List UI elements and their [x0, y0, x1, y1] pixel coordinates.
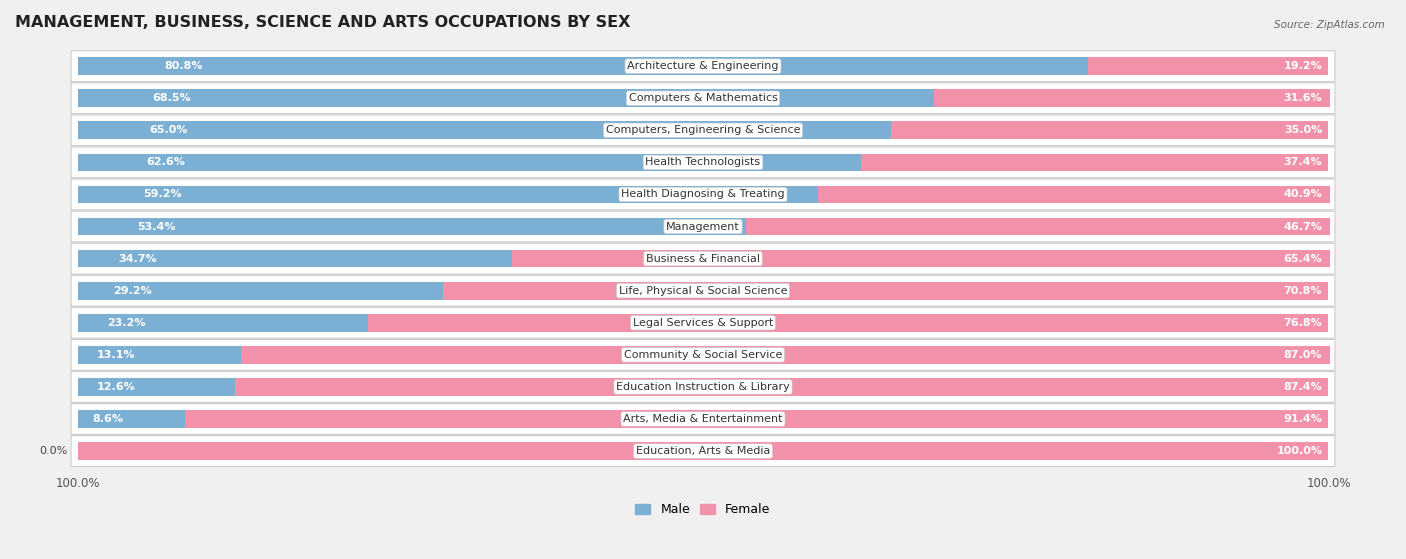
Text: 37.4%: 37.4% [1284, 158, 1322, 167]
Bar [235, 378, 1329, 396]
FancyBboxPatch shape [72, 372, 1334, 402]
Bar [860, 154, 1329, 171]
Text: 19.2%: 19.2% [1284, 61, 1322, 71]
Bar [77, 410, 186, 428]
Text: 13.1%: 13.1% [97, 350, 135, 360]
Bar [186, 410, 1329, 428]
Text: Life, Physical & Social Science: Life, Physical & Social Science [619, 286, 787, 296]
Text: Legal Services & Support: Legal Services & Support [633, 318, 773, 328]
FancyBboxPatch shape [72, 275, 1334, 306]
Bar [77, 282, 443, 300]
Text: 59.2%: 59.2% [143, 190, 181, 200]
Bar [77, 58, 1088, 75]
Text: 87.4%: 87.4% [1284, 382, 1322, 392]
Text: 40.9%: 40.9% [1284, 190, 1322, 200]
Text: Source: ZipAtlas.com: Source: ZipAtlas.com [1274, 20, 1385, 30]
Bar [77, 217, 745, 235]
Text: Computers, Engineering & Science: Computers, Engineering & Science [606, 125, 800, 135]
Text: 65.0%: 65.0% [149, 125, 187, 135]
Bar [935, 89, 1330, 107]
FancyBboxPatch shape [72, 147, 1334, 178]
Text: 65.4%: 65.4% [1284, 254, 1322, 264]
Bar [818, 186, 1330, 203]
Text: 91.4%: 91.4% [1284, 414, 1322, 424]
Bar [77, 442, 1329, 460]
FancyBboxPatch shape [72, 211, 1334, 242]
Bar [745, 217, 1330, 235]
Bar [242, 346, 1330, 364]
Text: MANAGEMENT, BUSINESS, SCIENCE AND ARTS OCCUPATIONS BY SEX: MANAGEMENT, BUSINESS, SCIENCE AND ARTS O… [15, 15, 630, 30]
Bar [77, 121, 890, 139]
Bar [77, 186, 818, 203]
Bar [77, 154, 860, 171]
FancyBboxPatch shape [72, 243, 1334, 274]
Text: 87.0%: 87.0% [1284, 350, 1322, 360]
Text: Business & Financial: Business & Financial [645, 254, 761, 264]
Text: Education, Arts & Media: Education, Arts & Media [636, 446, 770, 456]
Text: 35.0%: 35.0% [1284, 125, 1322, 135]
Legend: Male, Female: Male, Female [630, 499, 776, 522]
FancyBboxPatch shape [72, 115, 1334, 146]
Text: 8.6%: 8.6% [93, 414, 124, 424]
Text: Computers & Mathematics: Computers & Mathematics [628, 93, 778, 103]
Text: Community & Social Service: Community & Social Service [624, 350, 782, 360]
Text: 12.6%: 12.6% [97, 382, 135, 392]
Text: 34.7%: 34.7% [118, 254, 157, 264]
Text: Management: Management [666, 221, 740, 231]
Bar [890, 121, 1329, 139]
Bar [368, 314, 1329, 331]
Text: 100.0%: 100.0% [1277, 446, 1322, 456]
Bar [77, 378, 235, 396]
Text: 29.2%: 29.2% [112, 286, 152, 296]
Bar [77, 250, 512, 267]
Text: Health Technologists: Health Technologists [645, 158, 761, 167]
FancyBboxPatch shape [72, 307, 1334, 338]
FancyBboxPatch shape [72, 83, 1334, 113]
Text: 23.2%: 23.2% [107, 318, 145, 328]
FancyBboxPatch shape [72, 51, 1334, 82]
Text: Education Instruction & Library: Education Instruction & Library [616, 382, 790, 392]
FancyBboxPatch shape [72, 179, 1334, 210]
Bar [512, 250, 1330, 267]
Bar [77, 89, 935, 107]
Text: Health Diagnosing & Treating: Health Diagnosing & Treating [621, 190, 785, 200]
Text: 0.0%: 0.0% [39, 446, 67, 456]
Text: 76.8%: 76.8% [1284, 318, 1322, 328]
Text: 31.6%: 31.6% [1284, 93, 1322, 103]
Bar [1088, 58, 1329, 75]
Text: 53.4%: 53.4% [138, 221, 176, 231]
FancyBboxPatch shape [72, 404, 1334, 434]
Bar [443, 282, 1329, 300]
Bar [77, 346, 242, 364]
Text: Arts, Media & Entertainment: Arts, Media & Entertainment [623, 414, 783, 424]
FancyBboxPatch shape [72, 435, 1334, 466]
Text: 62.6%: 62.6% [146, 158, 186, 167]
Text: 68.5%: 68.5% [152, 93, 191, 103]
Text: 80.8%: 80.8% [165, 61, 202, 71]
Text: 46.7%: 46.7% [1284, 221, 1322, 231]
Bar [77, 314, 368, 331]
Text: Architecture & Engineering: Architecture & Engineering [627, 61, 779, 71]
FancyBboxPatch shape [72, 339, 1334, 370]
Text: 70.8%: 70.8% [1284, 286, 1322, 296]
